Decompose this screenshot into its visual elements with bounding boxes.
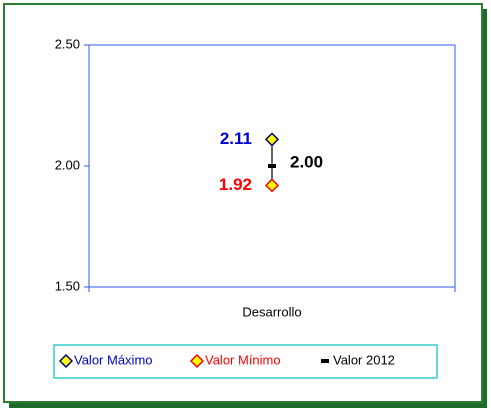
data-label: 1.92: [219, 175, 252, 194]
point: [264, 178, 280, 193]
y-tick-label: 2.50: [55, 36, 80, 51]
legend-marker: [189, 353, 205, 369]
legend-marker: [58, 353, 74, 369]
data-label: 2.00: [290, 152, 323, 171]
point: [264, 132, 280, 147]
legend-marker: [321, 359, 329, 363]
legend: [53, 344, 438, 379]
legend-label: Valor Mínimo: [205, 352, 281, 367]
point: [268, 164, 276, 168]
x-tick-label: Desarrollo: [242, 304, 301, 319]
legend-label: Valor Máximo: [74, 352, 153, 367]
data-label: 2.11: [220, 129, 252, 148]
y-tick-label: 2.00: [55, 157, 80, 172]
y-tick-label: 1.50: [55, 278, 80, 293]
legend-label: Valor 2012: [333, 352, 395, 367]
